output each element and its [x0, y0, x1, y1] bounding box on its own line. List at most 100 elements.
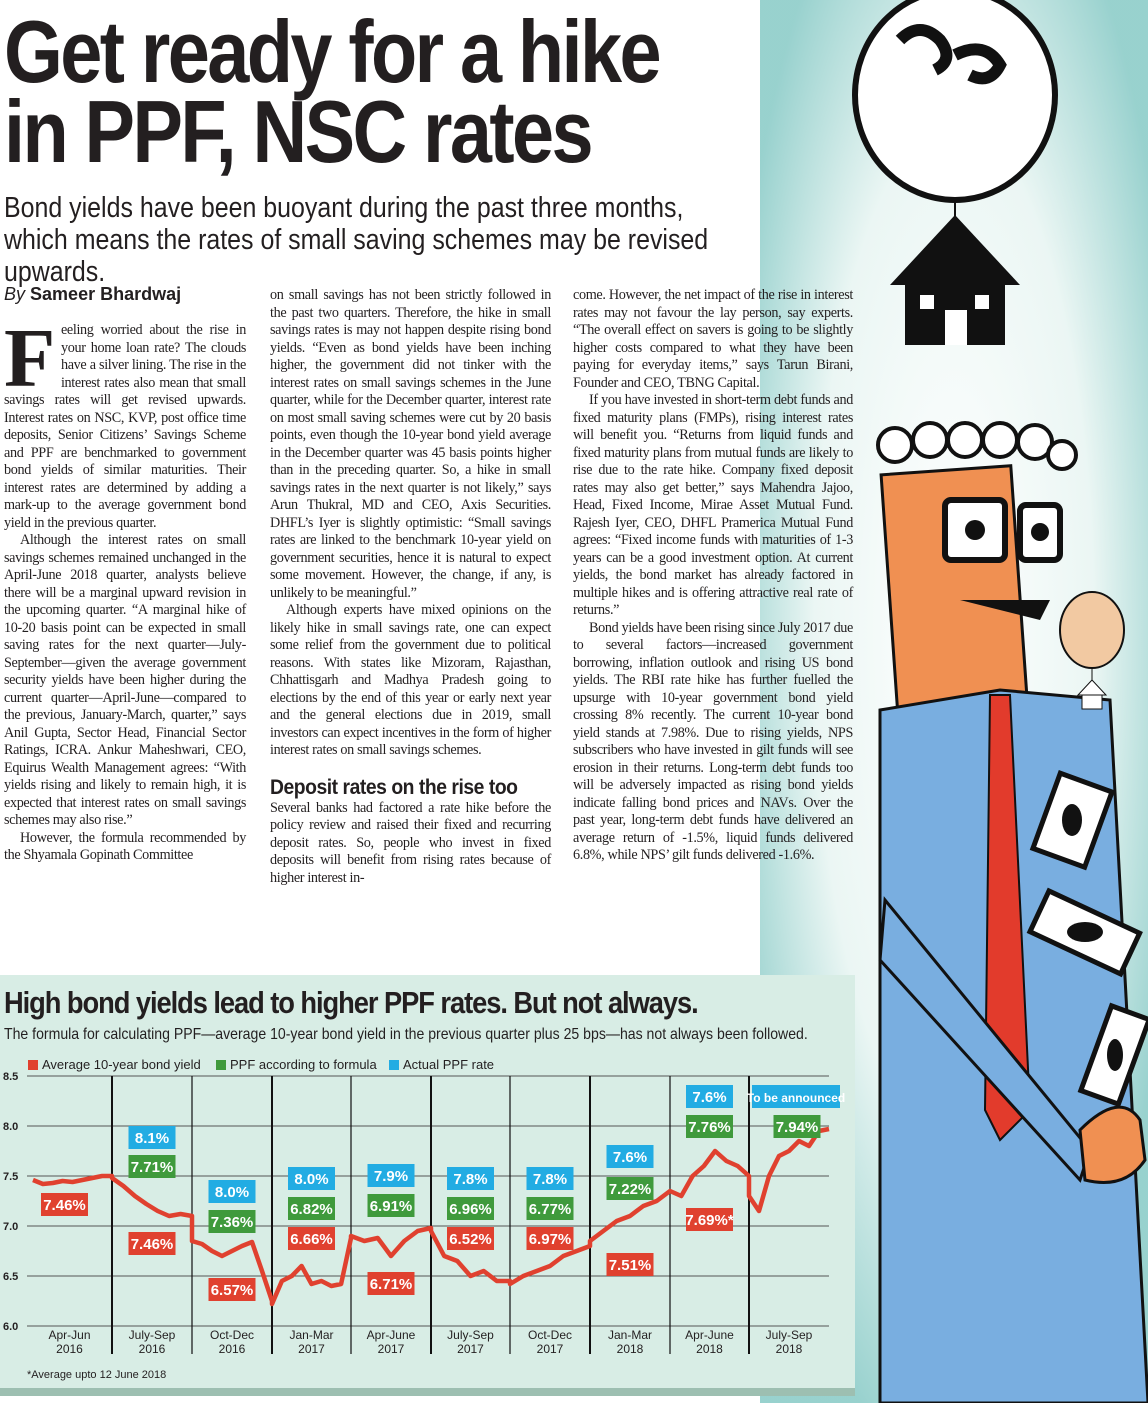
actual-ppf-label: 7.6% — [692, 1089, 726, 1106]
subheading: Deposit rates on the rise too — [270, 775, 518, 799]
x-tick-label: 2018 — [776, 1342, 803, 1356]
legend-swatch — [28, 1059, 38, 1070]
actual-ppf-label: 8.0% — [215, 1184, 249, 1201]
bond-yield-label: 6.57% — [211, 1282, 254, 1299]
actual-ppf-label: 7.8% — [453, 1171, 487, 1188]
ppf-formula-box — [208, 1210, 256, 1233]
paragraph-text: eeling worried about the rise in your ho… — [4, 322, 246, 531]
actual-ppf-box — [447, 1167, 494, 1190]
bond-yield-label: 7.51% — [609, 1257, 652, 1274]
bond-yield-label: 7.46% — [131, 1236, 174, 1253]
legend-label: PPF according to formula — [230, 1057, 377, 1072]
actual-ppf-box — [367, 1164, 415, 1187]
actual-ppf-label: 8.1% — [135, 1130, 169, 1147]
ppf-formula-label: 7.76% — [688, 1119, 731, 1136]
x-tick-label: July-Sep — [447, 1328, 494, 1342]
ppf-formula-box — [773, 1115, 821, 1138]
x-tick-label: 2017 — [298, 1342, 325, 1356]
actual-ppf-label: 7.6% — [613, 1149, 647, 1166]
bond-yield-label: 6.66% — [290, 1231, 333, 1248]
y-tick-label: 7.0 — [3, 1221, 18, 1233]
balloon-icon — [852, 0, 1058, 225]
y-tick-label: 8.5 — [3, 1071, 18, 1083]
x-tick-label: 2017 — [537, 1342, 564, 1356]
x-tick-label: Apr-Jun — [48, 1328, 90, 1342]
article-column-2: on small savings has not been strictly f… — [270, 287, 551, 887]
ppf-formula-box — [447, 1197, 494, 1220]
x-tick-label: 2018 — [617, 1342, 644, 1356]
actual-ppf-label: 7.8% — [533, 1171, 567, 1188]
article-paragraph: If you have invested in short-term debt … — [573, 392, 853, 618]
headline: Get ready for a hike in PPF, NSC rates — [4, 2, 662, 181]
ppf-formula-box — [686, 1115, 733, 1138]
bond-yield-label: 6.71% — [370, 1276, 413, 1293]
x-tick-label: Jan-Mar — [289, 1328, 333, 1342]
x-tick-label: July-Sep — [766, 1328, 813, 1342]
actual-ppf-label: 8.0% — [294, 1171, 328, 1188]
legend-swatch — [216, 1059, 226, 1070]
standfirst: Bond yields have been buoyant during the… — [4, 192, 709, 288]
actual-ppf-label: To be announced — [747, 1091, 845, 1105]
ppf-formula-box — [606, 1177, 654, 1200]
headline-line: in PPF, NSC rates — [4, 82, 594, 181]
article-paragraph: on small savings has not been strictly f… — [270, 287, 551, 601]
bond-yield-line — [32, 1126, 830, 1307]
y-tick-label: 7.5 — [3, 1171, 18, 1183]
legend-item-ppf-formula: PPF according to formula — [216, 1057, 377, 1072]
house-icon — [890, 215, 1020, 345]
ppf-formula-label: 6.96% — [449, 1201, 492, 1218]
chart-panel — [0, 975, 855, 1389]
x-tick-label: Apr-June — [685, 1328, 734, 1342]
ppf-formula-box — [367, 1194, 415, 1217]
chart-bottom-strip — [0, 1388, 855, 1396]
bond-yield-box — [526, 1227, 574, 1250]
ppf-formula-label: 6.82% — [290, 1201, 333, 1218]
legend-item-actual-ppf: Actual PPF rate — [389, 1057, 494, 1072]
x-tick-label: Oct-Dec — [210, 1328, 254, 1342]
byline-prefix: By — [4, 284, 26, 304]
ppf-formula-box — [288, 1197, 335, 1220]
legend-item-bond-yield: Average 10-year bond yield — [28, 1057, 201, 1072]
bond-yield-label: 6.52% — [449, 1231, 492, 1248]
chart-title: High bond yields lead to higher PPF rate… — [4, 985, 699, 1020]
actual-ppf-box — [128, 1126, 176, 1149]
headline-line: Get ready for a hike — [4, 2, 662, 101]
article-paragraph: Several banks had factored a rate hike b… — [270, 799, 551, 886]
actual-ppf-box — [686, 1085, 733, 1108]
y-tick-label: 6.0 — [3, 1321, 18, 1333]
ppf-formula-label: 7.94% — [776, 1119, 819, 1136]
ppf-formula-label: 7.22% — [609, 1181, 652, 1198]
bond-yield-box — [208, 1278, 256, 1301]
bond-yield-box — [367, 1272, 415, 1295]
chart-footnote: *Average upto 12 June 2018 — [27, 1369, 167, 1381]
bond-yield-box — [686, 1208, 733, 1231]
x-tick-label: 2016 — [56, 1342, 83, 1356]
ppf-formula-box — [526, 1197, 574, 1220]
article-paragraph: Bond yields have been rising since July … — [573, 619, 853, 864]
article-paragraph: Although the interest rates on small sav… — [4, 532, 246, 828]
chart-subtitle: The formula for calculating PPF—average … — [4, 1026, 808, 1043]
x-tick-label: 2017 — [457, 1342, 484, 1356]
x-tick-label: 2016 — [219, 1342, 246, 1356]
banknote-center-icon — [1062, 804, 1123, 1071]
drop-cap: F — [4, 312, 55, 405]
man-figure — [876, 421, 1148, 1403]
x-tick-label: Apr-June — [367, 1328, 416, 1342]
actual-ppf-box — [606, 1145, 654, 1168]
article-column-3: come. However, the net impact of the ris… — [573, 287, 853, 865]
article-paragraph: come. However, the net impact of the ris… — [573, 287, 853, 391]
x-tick-label: 2016 — [139, 1342, 166, 1356]
ppf-formula-label: 6.77% — [529, 1201, 572, 1218]
small-balloon-icon — [1059, 591, 1125, 710]
article-paragraph: However, the formula recommended by the … — [4, 829, 246, 864]
bond-yield-box — [447, 1227, 494, 1250]
y-tick-label: 8.0 — [3, 1121, 18, 1133]
x-tick-label: 2017 — [378, 1342, 405, 1356]
ppf-formula-label: 7.71% — [131, 1159, 174, 1176]
bond-yield-box — [288, 1227, 335, 1250]
y-tick-label: 6.5 — [3, 1271, 18, 1283]
x-tick-label: Oct-Dec — [528, 1328, 572, 1342]
bond-yield-label: 7.46% — [43, 1197, 86, 1214]
